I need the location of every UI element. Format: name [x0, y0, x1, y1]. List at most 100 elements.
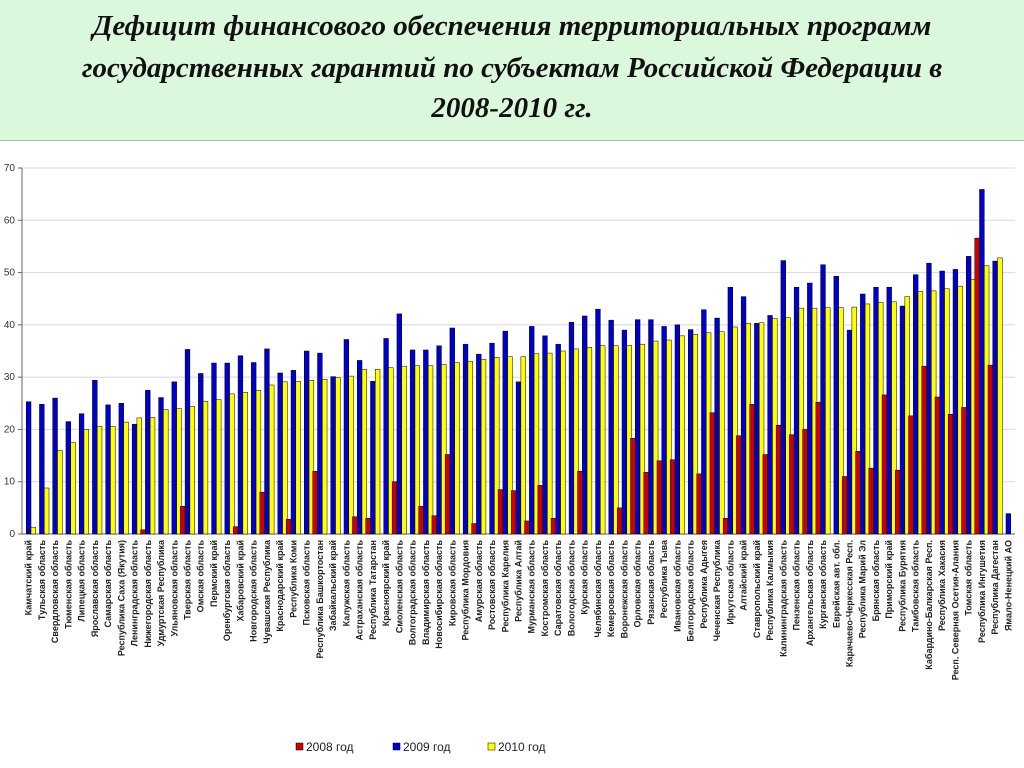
bar — [418, 506, 424, 535]
x-tick-label: Республика Мордовия — [461, 540, 471, 641]
bar — [70, 442, 76, 535]
bar — [661, 326, 667, 535]
x-tick-label: Краснодарский край — [275, 540, 285, 632]
bar — [656, 460, 663, 535]
bar — [648, 319, 654, 535]
x-tick-label: Архангельская область — [805, 540, 815, 647]
bar — [237, 355, 244, 535]
y-tick-label: 70 — [4, 163, 16, 174]
bar — [692, 334, 699, 535]
bar — [820, 264, 826, 535]
bar — [78, 413, 85, 535]
x-tick-label: Рязанская область — [646, 540, 656, 625]
legend-label: 2008 год — [306, 740, 354, 754]
bar — [586, 347, 593, 535]
x-tick-label: Ярославская область — [90, 540, 100, 638]
bar — [361, 369, 368, 535]
bar — [613, 345, 619, 535]
bar — [467, 361, 473, 535]
x-tick-label: Амурская область — [474, 540, 484, 623]
x-tick-label: Республика Алтай — [514, 540, 524, 622]
bar — [974, 237, 980, 535]
x-tick-label: Орловская область — [633, 540, 643, 628]
bar — [43, 487, 50, 535]
bar — [775, 424, 782, 535]
bar — [785, 317, 791, 535]
bar — [653, 340, 659, 535]
x-tick-label: Новосибирская область — [434, 540, 444, 649]
bar — [635, 319, 641, 535]
bar — [96, 426, 103, 535]
bar — [229, 393, 235, 535]
bar — [1005, 513, 1012, 535]
y-tick-label: 10 — [4, 477, 16, 488]
bar — [494, 357, 500, 535]
bar — [833, 275, 839, 535]
bar — [533, 353, 540, 535]
bar — [921, 365, 927, 535]
bar — [180, 506, 186, 535]
bar — [573, 348, 579, 535]
x-tick-label: Республика Хакасия — [937, 540, 947, 631]
x-tick-label: Омская область — [196, 540, 206, 613]
bar — [643, 472, 649, 535]
chart: 0 10 20 30 40 50 60 70 Камчатский край Тульская о… — [4, 163, 1015, 754]
bar — [251, 362, 257, 535]
bar — [952, 269, 959, 535]
x-tick-label: Костромская область — [540, 540, 550, 637]
x-tick-label: Тамбовская область — [911, 540, 921, 632]
bar — [317, 352, 323, 535]
bar — [224, 362, 230, 535]
bar — [189, 406, 195, 535]
bar — [233, 526, 239, 535]
x-tick-label: Республика Карелия — [500, 540, 510, 632]
bar — [639, 343, 646, 535]
bar — [140, 529, 146, 535]
x-tick-label: Кемеровская область — [606, 540, 616, 638]
bar — [507, 356, 513, 535]
bar — [282, 381, 288, 535]
bar — [939, 270, 945, 535]
bar — [807, 282, 813, 535]
bar — [926, 262, 932, 535]
bar — [758, 322, 765, 535]
bar — [118, 403, 124, 535]
bar — [476, 353, 482, 535]
bar — [868, 467, 874, 535]
legend-label: 2009 год — [403, 740, 451, 754]
bar — [436, 345, 442, 535]
bar — [356, 360, 363, 535]
bar — [383, 338, 389, 535]
x-tick-label: Республика Саха (Якутия) — [116, 540, 126, 656]
x-tick-label: Ростовская область — [487, 540, 497, 630]
bar — [798, 307, 804, 535]
bar — [754, 323, 760, 535]
bar — [158, 397, 164, 535]
x-tick-label: Свердловская область — [50, 540, 60, 644]
bar — [895, 469, 901, 535]
x-tick-label: Белгородская область — [686, 540, 696, 642]
bar — [560, 350, 566, 535]
x-tick-label: Новгородская область — [249, 540, 259, 642]
bar — [600, 345, 606, 535]
x-tick-label: Карачаево-Черкесская Респ. — [845, 540, 855, 667]
bar — [568, 321, 575, 535]
bar — [904, 296, 910, 535]
bar — [471, 523, 477, 535]
bar — [198, 373, 204, 535]
x-tick-label: Республика Калмыкия — [765, 540, 775, 641]
x-tick-label: Астраханская область — [355, 540, 365, 641]
bar — [427, 365, 434, 535]
x-tick-label: Кировская область — [447, 540, 457, 627]
x-tick-label: Брянская область — [871, 540, 881, 622]
bar — [171, 381, 177, 535]
x-tick-label: Курская область — [580, 540, 590, 615]
bar — [630, 438, 636, 535]
bar — [304, 350, 310, 535]
bar — [696, 473, 702, 535]
bar — [899, 305, 906, 535]
x-tick-label: Ульяновская область — [169, 540, 179, 637]
x-tick-label: Чеченская Республика — [712, 539, 722, 641]
x-tick-label: Мурманская область — [527, 540, 537, 634]
bar — [308, 380, 315, 535]
